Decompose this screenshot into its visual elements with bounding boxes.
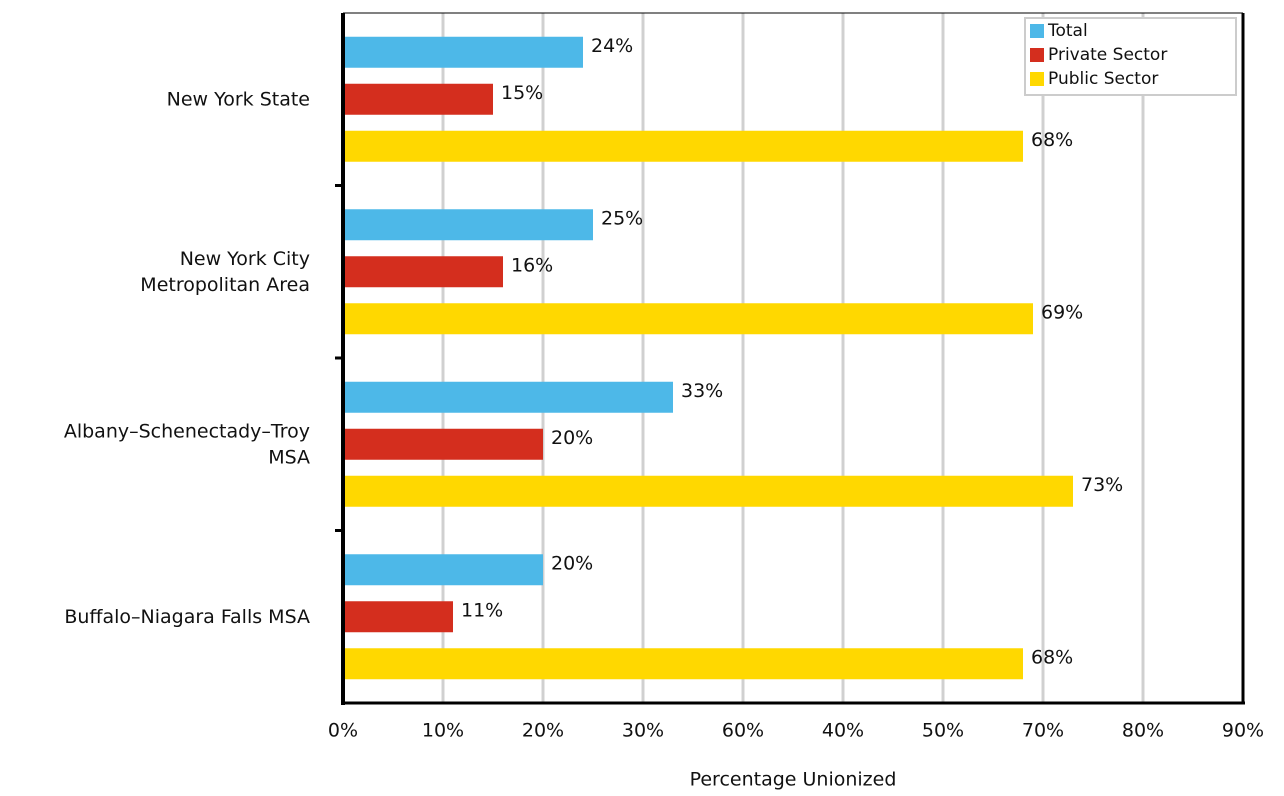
x-tick-label: 80% bbox=[1122, 720, 1164, 742]
bar bbox=[343, 554, 543, 586]
bar bbox=[343, 475, 1073, 507]
value-label: 25% bbox=[601, 207, 643, 229]
value-label: 20% bbox=[551, 552, 593, 574]
value-label: 16% bbox=[511, 254, 553, 276]
legend-box bbox=[1024, 17, 1237, 96]
value-label: 69% bbox=[1041, 301, 1083, 323]
bar bbox=[343, 209, 593, 241]
value-label: 24% bbox=[591, 35, 633, 57]
x-tick-label: 50% bbox=[922, 720, 964, 742]
x-tick-label: 0% bbox=[328, 720, 358, 742]
bar bbox=[343, 36, 583, 68]
x-tick-label: 60% bbox=[722, 720, 764, 742]
bar bbox=[343, 428, 543, 460]
value-label: 20% bbox=[551, 427, 593, 449]
value-label: 68% bbox=[1031, 129, 1073, 151]
legend-label: Public Sector bbox=[1048, 69, 1158, 89]
y-tick-label: New York City Metropolitan Area bbox=[140, 247, 310, 295]
x-tick-label: 30% bbox=[622, 720, 664, 742]
legend-label: Private Sector bbox=[1048, 45, 1167, 65]
x-tick-label: 90% bbox=[1222, 720, 1264, 742]
legend-swatch bbox=[1030, 24, 1044, 38]
bar bbox=[343, 648, 1023, 680]
bar bbox=[343, 303, 1033, 335]
value-label: 68% bbox=[1031, 646, 1073, 668]
legend-swatch bbox=[1030, 48, 1044, 62]
value-label: 73% bbox=[1081, 474, 1123, 496]
y-tick-label: Buffalo–Niagara Falls MSA bbox=[64, 605, 310, 627]
legend-swatch bbox=[1030, 72, 1044, 86]
x-tick-label: 20% bbox=[522, 720, 564, 742]
x-tick-label: 70% bbox=[1022, 720, 1064, 742]
bar bbox=[343, 130, 1023, 162]
bar bbox=[343, 256, 503, 288]
bar bbox=[343, 601, 453, 633]
x-tick-label: 40% bbox=[822, 720, 864, 742]
x-tick-label: 10% bbox=[422, 720, 464, 742]
bar bbox=[343, 381, 673, 413]
bar bbox=[343, 83, 493, 115]
value-label: 33% bbox=[681, 380, 723, 402]
y-tick-label: New York State bbox=[167, 88, 310, 110]
value-label: 11% bbox=[461, 599, 503, 621]
y-tick-label: Albany–Schenectady–Troy MSA bbox=[64, 420, 310, 468]
x-axis-label: Percentage Unionized bbox=[690, 769, 897, 791]
legend-label: Total bbox=[1047, 21, 1088, 41]
value-label: 15% bbox=[501, 82, 543, 104]
